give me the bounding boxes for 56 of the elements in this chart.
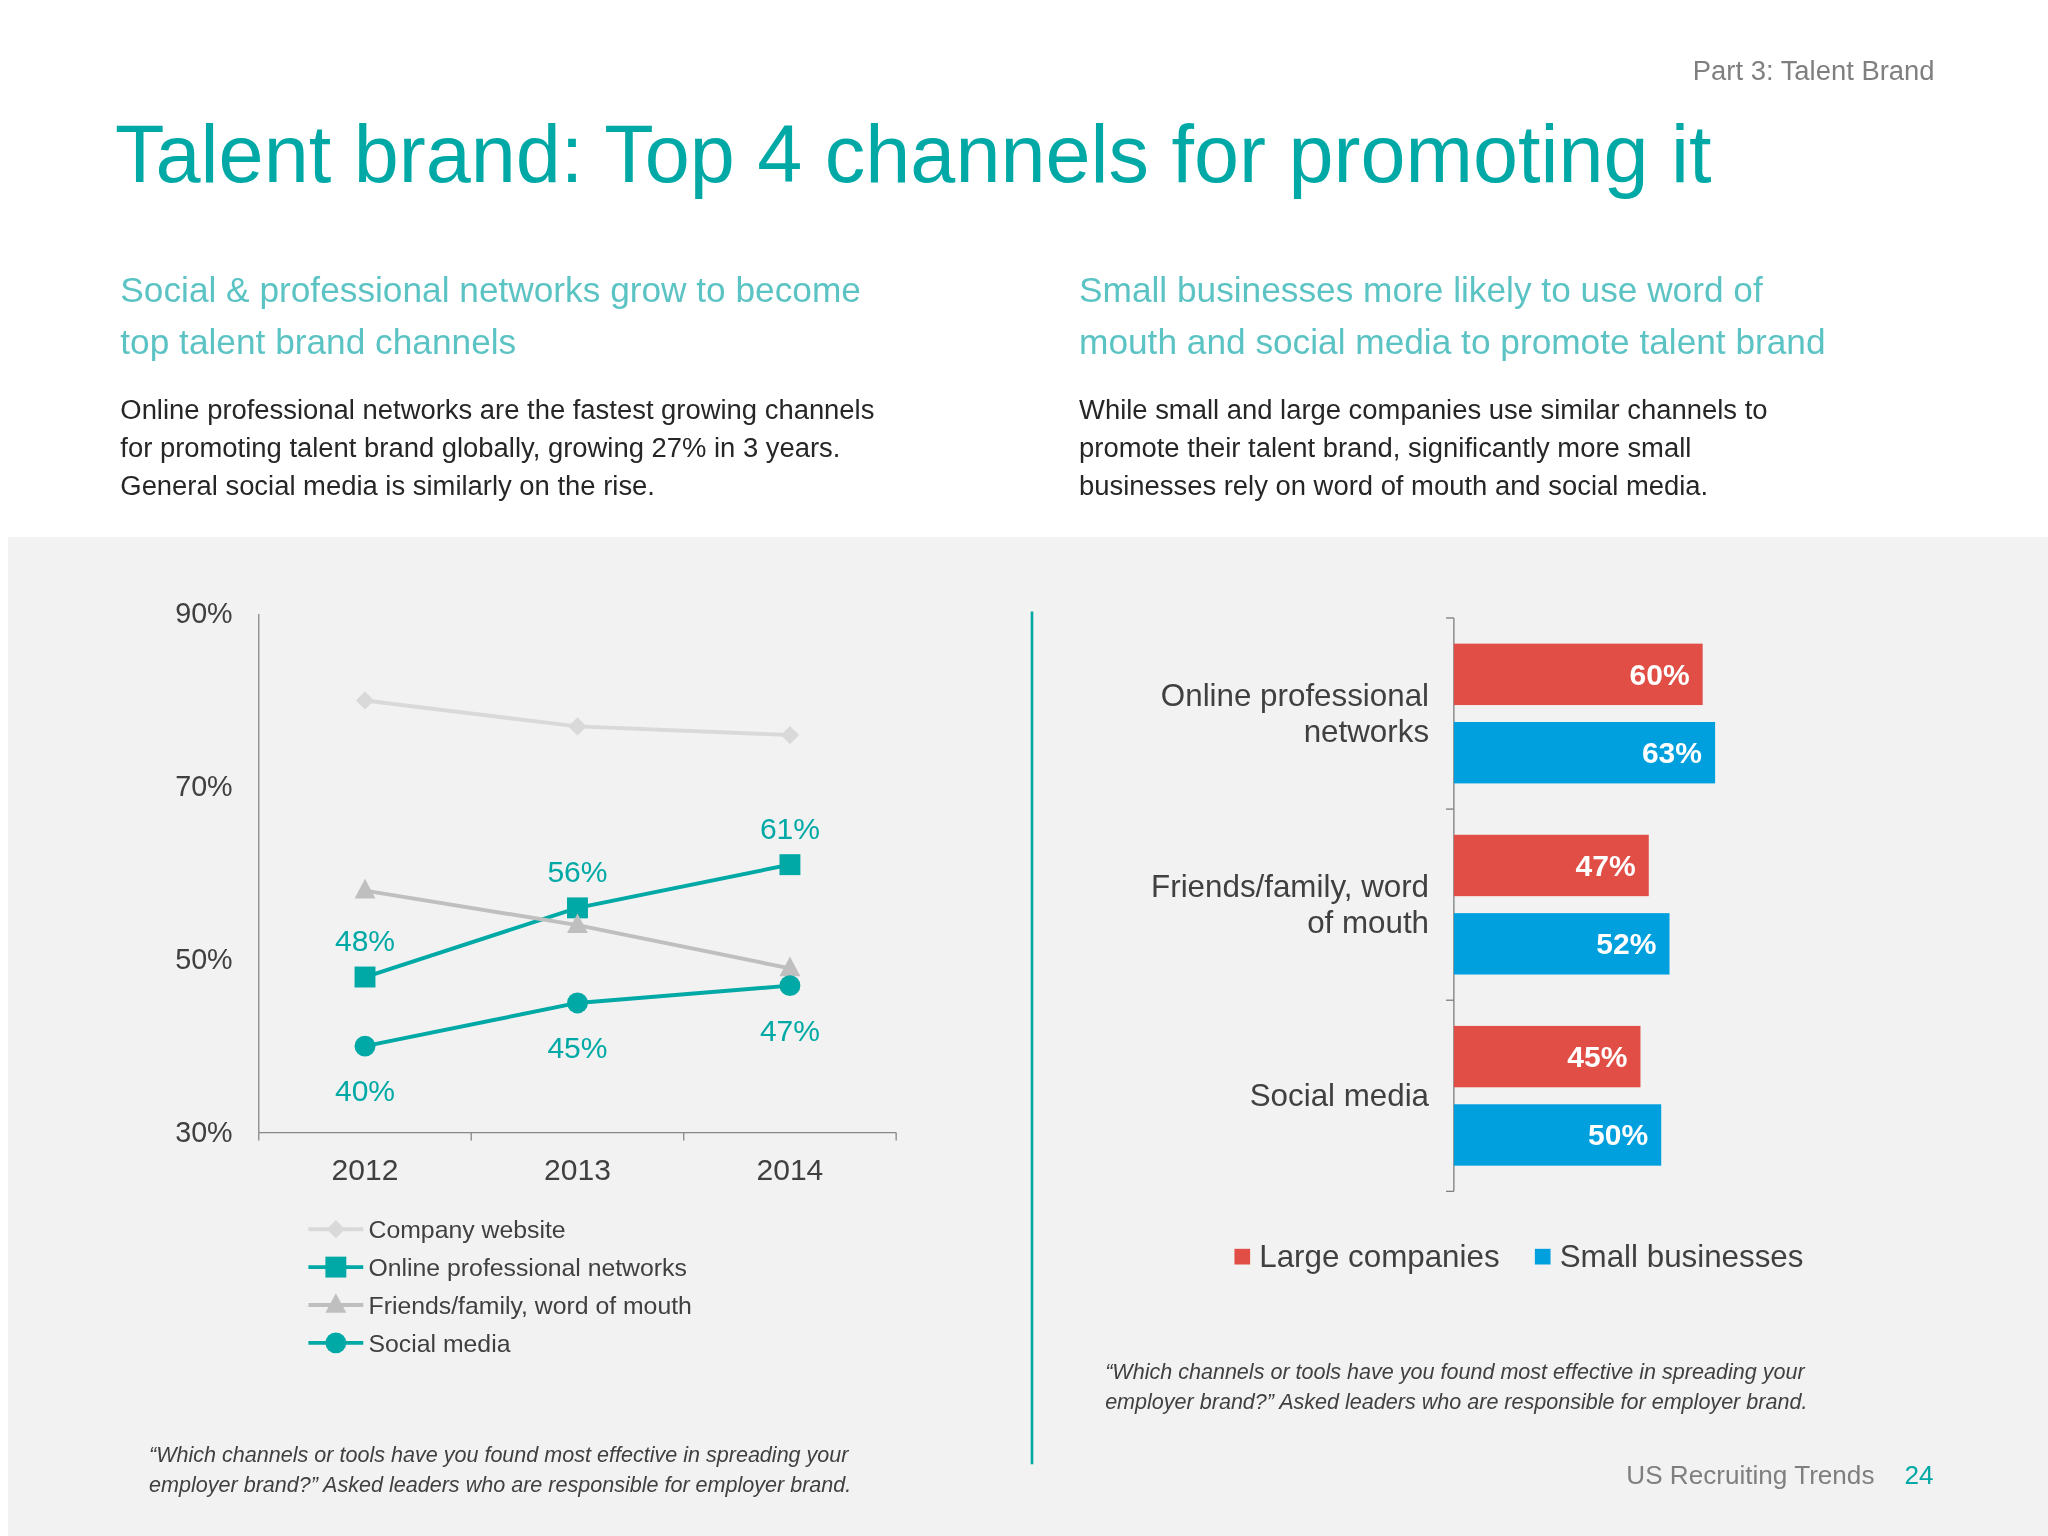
- data-label: 63%: [1641, 736, 1703, 770]
- bar: [1453, 913, 1670, 975]
- data-label: 61%: [759, 811, 820, 845]
- legend-label: Large companies: [1259, 1239, 1500, 1275]
- data-label: 47%: [1575, 848, 1636, 882]
- bar: [1453, 834, 1649, 897]
- point: [354, 966, 376, 988]
- legend-label: Company website: [368, 1216, 566, 1244]
- data-label: 56%: [547, 854, 608, 888]
- point: [354, 878, 376, 899]
- chart-subtitle: Small businesses more likely to use word of mouth and social media to promote talent brand: [1079, 269, 1826, 362]
- y-tick-label: 70%: [175, 770, 233, 803]
- chart-title: Talent brand: Top 4 channels for promoting it: [115, 108, 1712, 199]
- data-label: 45%: [547, 1030, 608, 1064]
- data-label: 48%: [334, 923, 396, 957]
- text: Part 3: Talent Brand: [1692, 54, 1935, 86]
- point: [567, 992, 588, 1014]
- bar: [1453, 1104, 1662, 1166]
- point: [779, 956, 801, 977]
- point: [779, 854, 801, 876]
- legend-label: Social media: [368, 1330, 511, 1357]
- text: “Which channels or tools have you found most effective in spreading your employer brand?” Asked leaders who are responsible for employer brand.: [1105, 1359, 1808, 1415]
- chart-subtitle: Social & professional networks grow to become top talent brand channels: [120, 269, 861, 362]
- text: US Recruiting Trends: [1626, 1459, 1875, 1490]
- y-tick-label: 50%: [175, 942, 233, 975]
- bar: [1453, 722, 1716, 784]
- data-label: 40%: [334, 1074, 396, 1108]
- bar: [1453, 1025, 1641, 1088]
- data-label: 47%: [759, 1013, 820, 1047]
- legend-label: Friends/family, word of mouth: [368, 1292, 692, 1320]
- data-label: 45%: [1567, 1040, 1628, 1074]
- y-tick-label: Online professional networks: [1160, 677, 1430, 750]
- point: [355, 691, 375, 710]
- text: Online professional networks are the fastest growing channels for promoting talent brand globally, growing 27% in 3 years. General social media is similarly on the rise.: [120, 394, 875, 502]
- point: [568, 717, 587, 736]
- x-tick-label: 2013: [544, 1152, 611, 1186]
- y-tick-label: 90%: [175, 597, 233, 630]
- point: [567, 913, 588, 933]
- y-tick-label: Social media: [1249, 1078, 1430, 1114]
- data-label: 52%: [1596, 927, 1657, 961]
- y-tick-label: 30%: [175, 1115, 233, 1148]
- bar: [1453, 643, 1703, 706]
- data-label: 50%: [1588, 1118, 1649, 1152]
- y-tick-label: Friends/family, word of mouth: [1151, 868, 1430, 941]
- point: [567, 897, 588, 919]
- legend-label: Online professional networks: [368, 1254, 687, 1282]
- x-tick-label: 2014: [756, 1152, 824, 1186]
- text: 24: [1904, 1459, 1934, 1490]
- point: [780, 725, 800, 745]
- text: While small and large companies use similar channels to promote their talent brand, significantly more small businesses rely on word of mouth and social media.: [1079, 394, 1768, 502]
- point: [354, 1035, 376, 1057]
- point: [779, 975, 801, 997]
- legend-label: Small businesses: [1559, 1239, 1804, 1275]
- data-label: 60%: [1629, 657, 1690, 691]
- text: “Which channels or tools have you found most effective in spreading your employer brand?” Asked leaders who are responsible for employer brand.: [149, 1441, 852, 1497]
- x-tick-label: 2012: [331, 1152, 399, 1186]
